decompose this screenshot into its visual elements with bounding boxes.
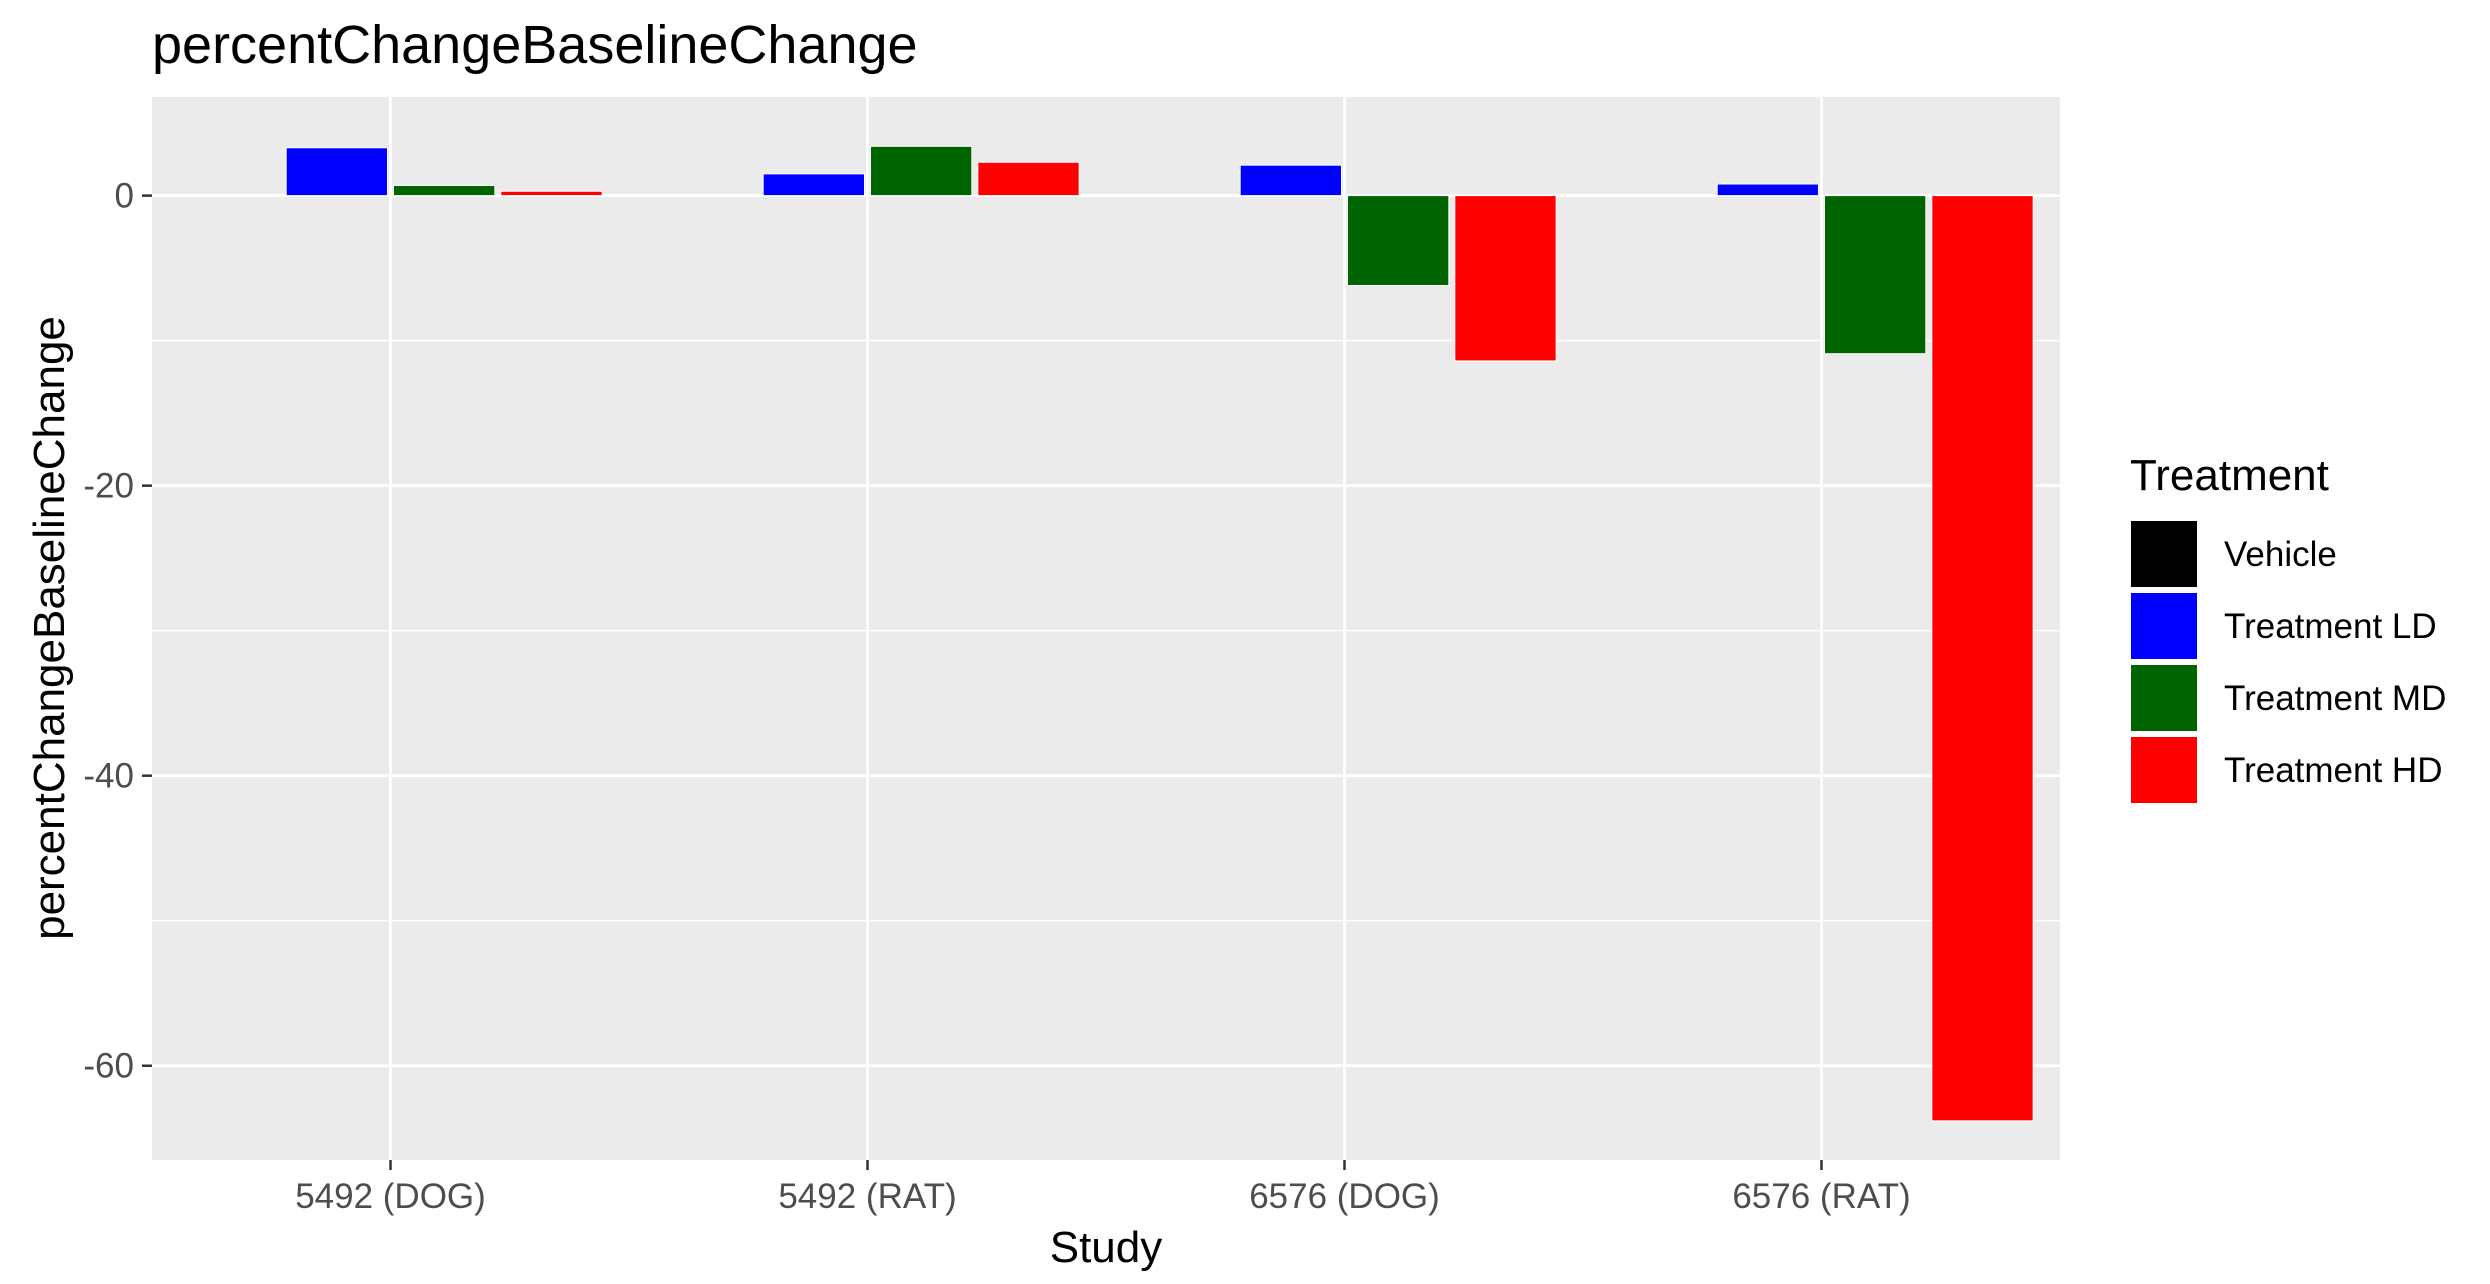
bar [1239, 164, 1343, 197]
legend-label: Vehicle [2224, 535, 2337, 574]
x-tick-label: 5492 (DOG) [295, 1177, 486, 1216]
bar [762, 173, 865, 197]
x-tick-label: 6576 (RAT) [1732, 1177, 1910, 1216]
bar [977, 161, 1080, 197]
x-tick-label: 5492 (RAT) [778, 1177, 956, 1216]
grid-minor [152, 339, 2060, 922]
bar [393, 184, 496, 197]
y-tick-label: 0 [115, 177, 134, 216]
y-tick-label: -20 [83, 467, 134, 506]
bar [870, 145, 973, 197]
bar [1824, 195, 1927, 355]
bar [500, 190, 603, 197]
y-tick-label: -40 [83, 757, 134, 796]
legend: Treatment Vehicle Treatment LD Treatment M… [2129, 451, 2446, 805]
y-tick-label: -60 [83, 1047, 134, 1086]
x-axis-title: Study [1050, 1223, 1163, 1272]
legend-key [2129, 663, 2199, 733]
bar [1931, 195, 2034, 1122]
bar [285, 147, 388, 197]
legend-label: Treatment MD [2224, 679, 2446, 718]
legend-key [2129, 735, 2199, 805]
plot-panel [152, 97, 2060, 1160]
legend-key [2129, 519, 2199, 589]
bar [1716, 183, 1820, 197]
legend-label: Treatment LD [2224, 607, 2437, 646]
x-tick-label: 6576 (DOG) [1249, 1177, 1440, 1216]
y-axis-title: percentChangeBaselineChange [25, 316, 74, 940]
legend-title: Treatment [2130, 451, 2329, 500]
legend-key [2129, 591, 2199, 661]
legend-label: Treatment HD [2224, 751, 2442, 790]
bars [285, 145, 2034, 1122]
bar [1454, 195, 1557, 362]
bar [1347, 195, 1450, 287]
x-axis-ticks: 5492 (DOG) 5492 (RAT) 6576 (DOG) 6576 (RAT) [295, 1160, 1911, 1216]
chart-title: percentChangeBaselineChange [152, 15, 918, 75]
y-axis-ticks: 0 -20 -40 -60 [83, 177, 152, 1086]
